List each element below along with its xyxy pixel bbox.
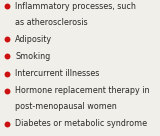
- Point: [6, 38, 8, 40]
- Text: Smoking: Smoking: [15, 52, 50, 61]
- Text: Intercurrent illnesses: Intercurrent illnesses: [15, 69, 100, 78]
- Point: [6, 5, 8, 7]
- Point: [6, 55, 8, 58]
- Text: Hormone replacement therapy in: Hormone replacement therapy in: [15, 86, 150, 95]
- Text: Inflammatory processes, such: Inflammatory processes, such: [15, 2, 136, 11]
- Text: Adiposity: Adiposity: [15, 35, 52, 44]
- Text: Diabetes or metabolic syndrome: Diabetes or metabolic syndrome: [15, 119, 147, 128]
- Point: [6, 123, 8, 125]
- Text: post-menopausal women: post-menopausal women: [15, 102, 117, 111]
- Point: [6, 90, 8, 92]
- Point: [6, 72, 8, 75]
- Text: as atherosclerosis: as atherosclerosis: [15, 18, 88, 27]
